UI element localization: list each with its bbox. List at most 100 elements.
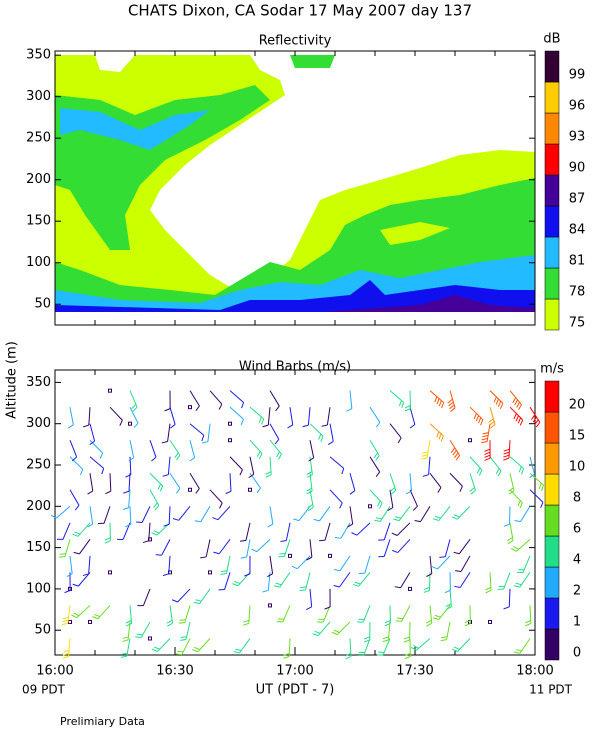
wind-barb [229, 456, 243, 476]
barb-flag [438, 433, 442, 440]
barb-flag [478, 469, 483, 476]
wind-barb [369, 489, 383, 509]
wind-barb [164, 390, 171, 412]
calm-marker [248, 487, 252, 492]
barb-flag [71, 456, 78, 462]
barb-staff [229, 473, 232, 492]
wind-barb [194, 506, 211, 523]
wind-barb [149, 472, 164, 492]
barb-staff [62, 522, 71, 540]
barb-flag [306, 474, 313, 478]
barb-flag [151, 532, 158, 536]
barb-flag [104, 540, 111, 544]
wind-barb [240, 522, 251, 542]
barb-flag [374, 519, 381, 522]
barb-flag [508, 490, 515, 495]
barb-flag [534, 419, 539, 425]
calm-marker [268, 603, 272, 608]
barb-staff [529, 489, 544, 503]
calm-marker [288, 553, 292, 558]
barb-flag [308, 457, 314, 462]
barb-flag [347, 523, 353, 528]
barb-staff [149, 440, 157, 458]
wind-barb [129, 406, 139, 429]
barb-flag [346, 408, 353, 412]
wind-barb [212, 505, 231, 521]
wind-barb [329, 456, 345, 475]
barb-flag [412, 505, 418, 511]
wind-barb [169, 439, 181, 461]
wind-barb [293, 506, 311, 522]
contour-field [55, 55, 535, 312]
barb-staff [56, 505, 71, 519]
colorbar-tick-label: 4 [573, 553, 581, 568]
colorbar-tick-label: 15 [569, 429, 586, 444]
wind-barb [374, 506, 391, 522]
barb-flag [352, 583, 359, 587]
colorbar-tick-label: 8 [573, 491, 581, 506]
barb-staff [520, 506, 531, 522]
barb-flag [423, 589, 430, 593]
barb-staff [309, 588, 313, 607]
barb-flag [518, 404, 522, 410]
barb-flag [341, 468, 345, 475]
calm-marker [148, 636, 152, 641]
barb-flag [74, 505, 80, 511]
calm-marker [88, 619, 92, 624]
barb-staff [246, 539, 251, 558]
colorbar-box [544, 205, 560, 238]
barb-flag [440, 639, 447, 642]
barb-staff [508, 588, 511, 607]
wind-barb [249, 406, 265, 425]
barb-staff [128, 473, 131, 492]
wind-barb [488, 407, 496, 429]
barb-flag [404, 653, 411, 657]
wind-barb [369, 456, 381, 478]
barb-flag [261, 418, 265, 425]
barb-staff [141, 506, 151, 523]
barb-flag [131, 404, 137, 409]
barb-flag [251, 548, 258, 553]
barb-flag [176, 454, 181, 461]
wind-barb [503, 440, 511, 461]
barb-flag [213, 551, 220, 555]
wind-barb [455, 555, 471, 573]
wind-barb [142, 522, 151, 544]
barb-flag [128, 457, 134, 462]
barb-flag [64, 589, 71, 594]
wind-barb [308, 440, 315, 462]
wind-barb [82, 555, 91, 577]
barb-flag [151, 456, 157, 462]
barb-staff [209, 390, 223, 405]
barb-flag [200, 556, 207, 559]
wind-barb [172, 505, 191, 521]
wind-barb [464, 605, 471, 627]
wind-barb [200, 539, 211, 559]
barb-flag [164, 408, 171, 412]
barb-flag [195, 405, 200, 412]
wind-barb [449, 472, 463, 492]
barb-flag [441, 636, 448, 639]
barb-staff [428, 456, 431, 475]
barb-flag [155, 554, 162, 556]
barb-flag [351, 532, 358, 536]
barb-flag [387, 507, 394, 512]
wind-barb [351, 522, 371, 536]
wind-barb [123, 473, 131, 494]
barb-flag [307, 507, 314, 512]
calm-marker [488, 619, 492, 624]
barb-flag [125, 622, 132, 627]
wind-barb [122, 621, 131, 642]
barb-flag [258, 416, 262, 423]
barb-flag [433, 518, 440, 521]
barb-flag [180, 636, 187, 638]
barb-flag [397, 437, 402, 444]
barb-flag [235, 648, 242, 652]
barb-flag [375, 471, 381, 478]
barb-staff [429, 555, 433, 574]
wind-barb [357, 605, 371, 623]
wind-barb [189, 423, 205, 442]
barb-flag [159, 485, 164, 492]
barb-flag [122, 639, 129, 642]
barb-staff [329, 456, 345, 469]
